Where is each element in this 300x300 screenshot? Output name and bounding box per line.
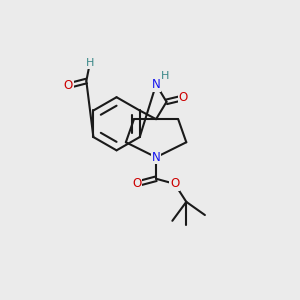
Text: H: H (85, 58, 94, 68)
Text: O: O (178, 92, 188, 104)
Text: H: H (161, 71, 169, 81)
Text: O: O (170, 177, 179, 190)
Text: O: O (64, 79, 73, 92)
Text: N: N (152, 78, 161, 91)
Text: O: O (132, 177, 142, 190)
Text: N: N (152, 151, 161, 164)
